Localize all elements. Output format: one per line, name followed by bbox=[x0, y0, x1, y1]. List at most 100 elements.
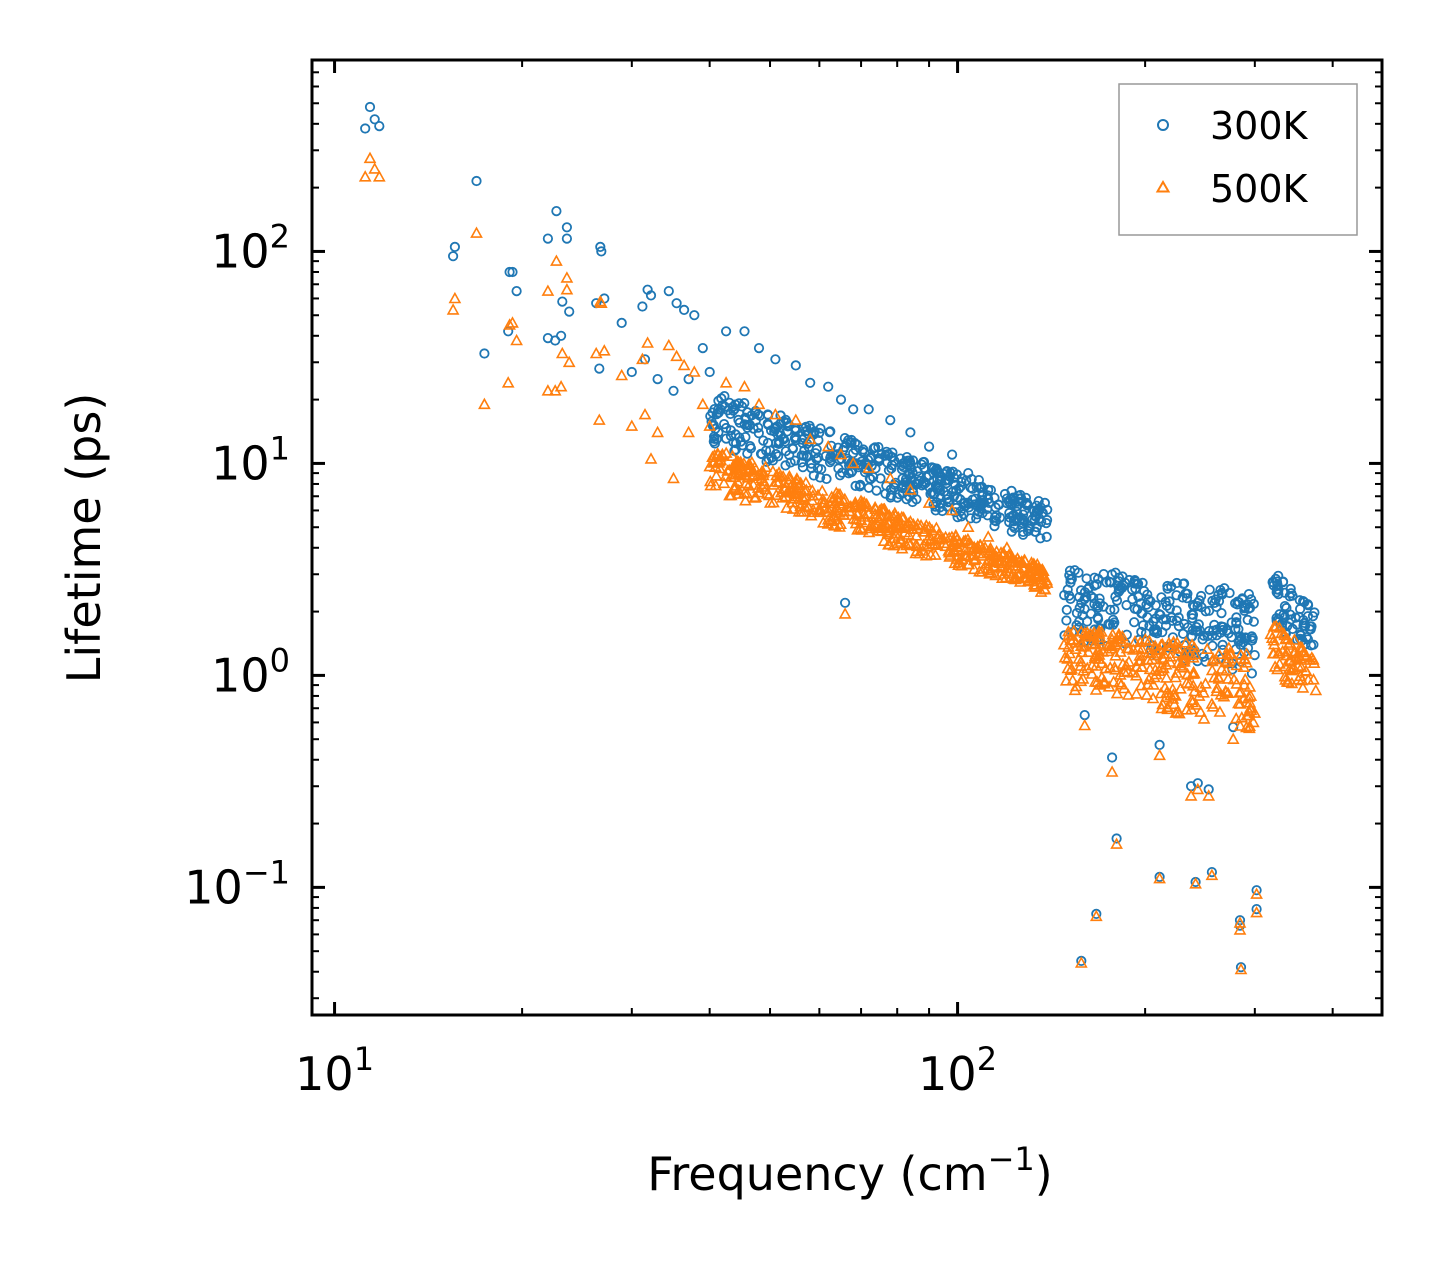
data-point bbox=[689, 310, 700, 321]
data-point bbox=[825, 490, 839, 502]
data-point bbox=[447, 251, 459, 262]
data-point bbox=[1169, 670, 1182, 683]
data-point bbox=[1081, 573, 1092, 584]
data-point bbox=[1267, 637, 1281, 650]
data-point bbox=[928, 475, 939, 486]
data-point bbox=[739, 476, 753, 489]
data-point bbox=[994, 512, 1006, 523]
data-point bbox=[1114, 635, 1128, 647]
x-tick-label: 101 bbox=[295, 1040, 374, 1101]
data-point bbox=[815, 423, 826, 434]
data-point bbox=[372, 170, 386, 182]
data-point bbox=[1246, 668, 1258, 679]
data-point bbox=[720, 326, 732, 337]
data-point bbox=[1143, 594, 1154, 605]
data-point bbox=[1189, 698, 1203, 710]
data-point bbox=[794, 499, 807, 512]
data-point bbox=[725, 430, 737, 442]
data-point bbox=[1129, 603, 1140, 614]
data-point bbox=[785, 486, 798, 498]
data-point bbox=[759, 460, 772, 473]
data-point bbox=[1220, 647, 1234, 660]
data-point bbox=[1173, 620, 1185, 632]
data-point bbox=[1285, 614, 1297, 625]
data-point bbox=[1192, 778, 1203, 789]
data-point bbox=[976, 562, 990, 574]
data-point bbox=[1129, 669, 1143, 681]
data-point bbox=[833, 487, 847, 500]
data-point bbox=[1106, 628, 1120, 640]
data-point bbox=[1246, 594, 1257, 605]
data-point bbox=[875, 473, 886, 484]
data-point bbox=[1141, 599, 1152, 610]
data-point bbox=[1209, 652, 1223, 665]
data-point bbox=[504, 266, 515, 278]
data-point bbox=[832, 442, 844, 453]
data-point bbox=[904, 483, 917, 495]
data-point bbox=[1179, 618, 1190, 630]
data-point bbox=[982, 552, 995, 565]
data-point bbox=[696, 397, 710, 410]
data-point bbox=[1130, 687, 1143, 699]
data-point bbox=[963, 498, 974, 509]
data-point bbox=[753, 342, 765, 354]
data-point bbox=[876, 448, 887, 460]
data-point bbox=[916, 544, 930, 556]
data-point bbox=[1074, 956, 1088, 968]
data-point bbox=[1202, 789, 1216, 801]
data-point bbox=[1090, 675, 1104, 687]
data-point bbox=[806, 458, 817, 469]
data-point bbox=[730, 460, 744, 472]
data-point bbox=[825, 450, 837, 462]
data-point bbox=[1014, 515, 1025, 526]
data-point bbox=[1087, 626, 1101, 638]
data-point bbox=[797, 462, 809, 473]
data-point bbox=[507, 266, 518, 278]
data-point bbox=[555, 346, 569, 359]
data-point bbox=[551, 206, 562, 217]
data-point bbox=[1230, 658, 1244, 671]
data-point bbox=[786, 492, 800, 504]
data-point bbox=[770, 422, 781, 433]
data-point bbox=[724, 470, 738, 482]
data-point bbox=[1078, 718, 1092, 731]
data-point bbox=[1238, 672, 1252, 685]
data-point bbox=[1067, 624, 1081, 637]
data-point bbox=[662, 338, 676, 351]
data-point bbox=[939, 539, 953, 552]
data-point bbox=[697, 342, 708, 354]
data-point bbox=[843, 468, 854, 479]
data-point bbox=[773, 470, 786, 482]
data-point bbox=[1189, 877, 1202, 889]
data-point bbox=[895, 521, 909, 534]
data-point bbox=[1234, 962, 1248, 975]
data-point bbox=[797, 423, 809, 434]
data-point bbox=[901, 476, 913, 487]
data-point bbox=[769, 488, 783, 501]
data-point bbox=[364, 101, 376, 113]
data-point bbox=[868, 443, 879, 454]
data-point bbox=[594, 363, 605, 374]
data-point bbox=[1034, 585, 1048, 597]
data-point bbox=[1013, 575, 1027, 587]
data-point bbox=[1114, 645, 1127, 657]
data-point bbox=[1031, 522, 1042, 533]
data-point bbox=[877, 534, 891, 547]
data-point bbox=[835, 394, 847, 405]
data-point bbox=[1278, 670, 1292, 682]
data-point bbox=[1268, 660, 1282, 672]
data-point bbox=[929, 548, 942, 560]
data-point bbox=[1200, 606, 1211, 617]
data-point bbox=[816, 464, 827, 475]
data-point bbox=[783, 469, 796, 482]
data-point bbox=[1266, 647, 1280, 659]
data-point bbox=[1298, 620, 1309, 631]
data-point bbox=[1109, 604, 1120, 615]
data-point bbox=[1187, 613, 1198, 624]
data-point bbox=[1107, 752, 1118, 763]
data-point bbox=[564, 306, 575, 317]
data-point bbox=[1081, 629, 1095, 641]
data-point bbox=[1089, 909, 1103, 922]
data-point bbox=[905, 427, 916, 438]
data-point bbox=[728, 479, 742, 491]
